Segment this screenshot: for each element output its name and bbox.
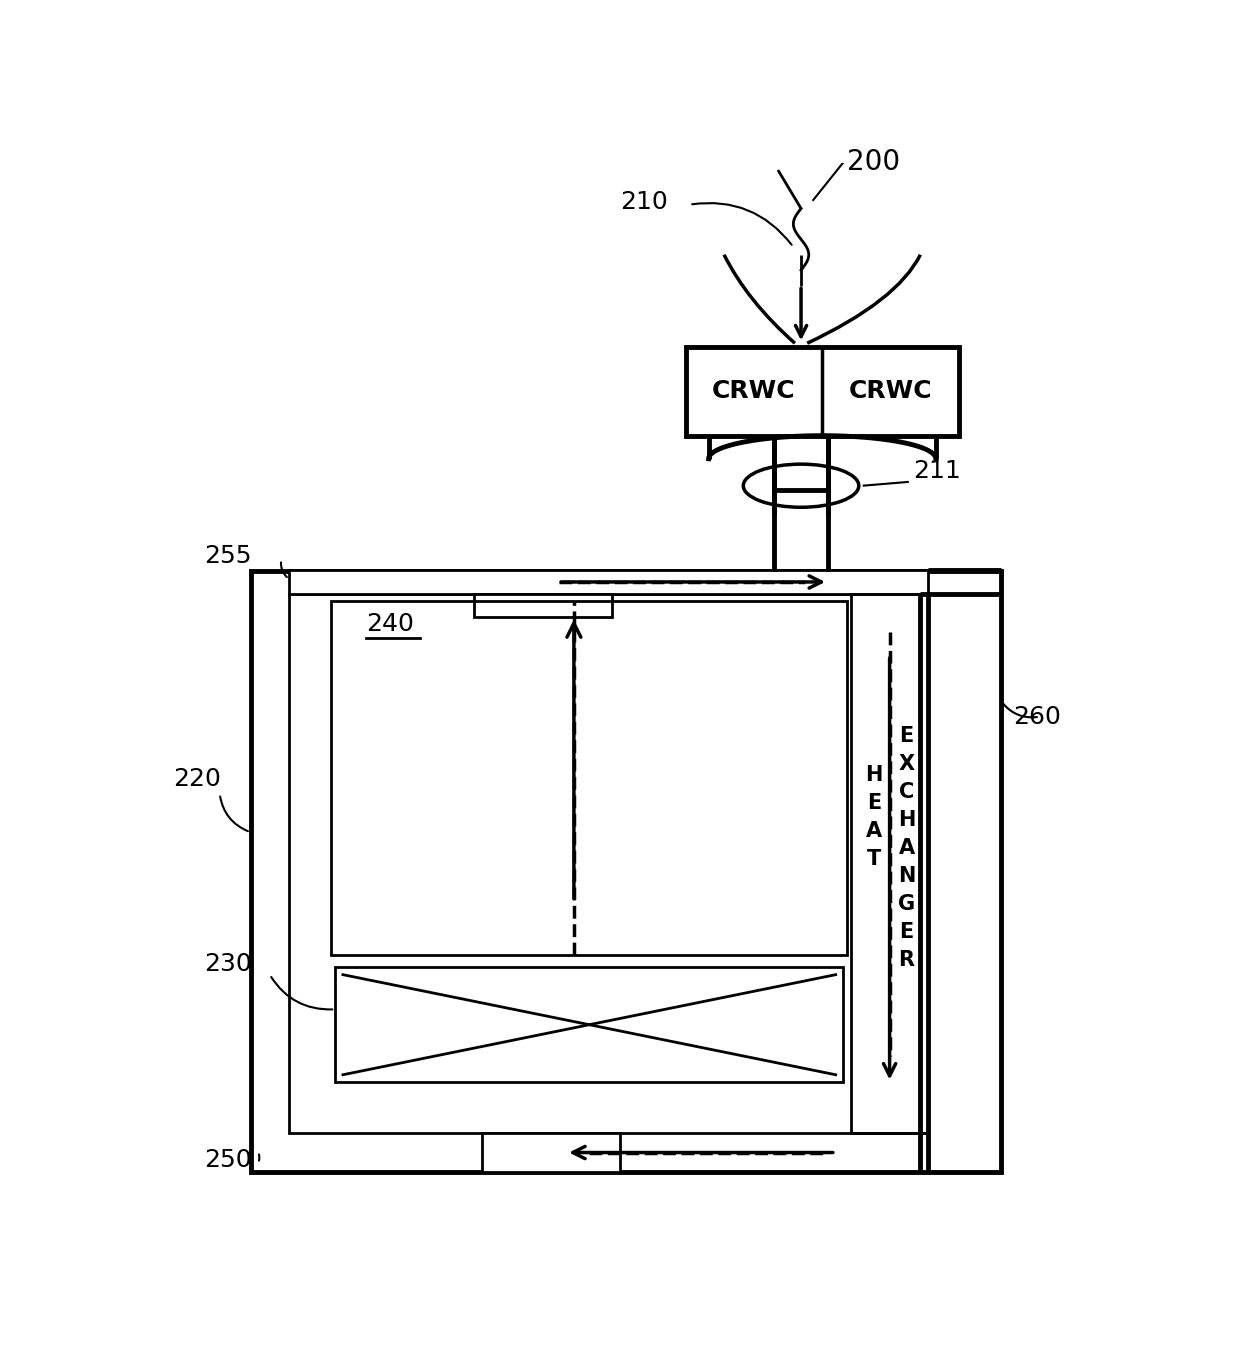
- Bar: [289, 594, 928, 1132]
- Text: 220: 220: [174, 766, 222, 791]
- Bar: [481, 1132, 620, 1171]
- Text: 250: 250: [205, 1148, 252, 1173]
- Text: 255: 255: [205, 545, 252, 568]
- Bar: [851, 594, 928, 1132]
- Bar: [686, 347, 959, 436]
- Bar: [289, 571, 928, 594]
- Text: 210: 210: [620, 189, 668, 213]
- Bar: [474, 594, 613, 617]
- Text: CRWC: CRWC: [712, 379, 796, 404]
- Text: 211: 211: [913, 459, 961, 482]
- Text: H
E
A
T: H E A T: [866, 765, 883, 868]
- Text: CRWC: CRWC: [848, 379, 932, 404]
- Ellipse shape: [743, 465, 859, 507]
- Bar: [250, 571, 1001, 1171]
- Text: 260: 260: [1013, 705, 1060, 730]
- Text: 240: 240: [366, 612, 414, 636]
- Bar: [331, 601, 847, 955]
- Text: 200: 200: [847, 148, 900, 177]
- Text: E
X
C
H
A
N
G
E
R: E X C H A N G E R: [898, 726, 915, 969]
- Bar: [335, 968, 843, 1083]
- Text: 230: 230: [205, 951, 252, 976]
